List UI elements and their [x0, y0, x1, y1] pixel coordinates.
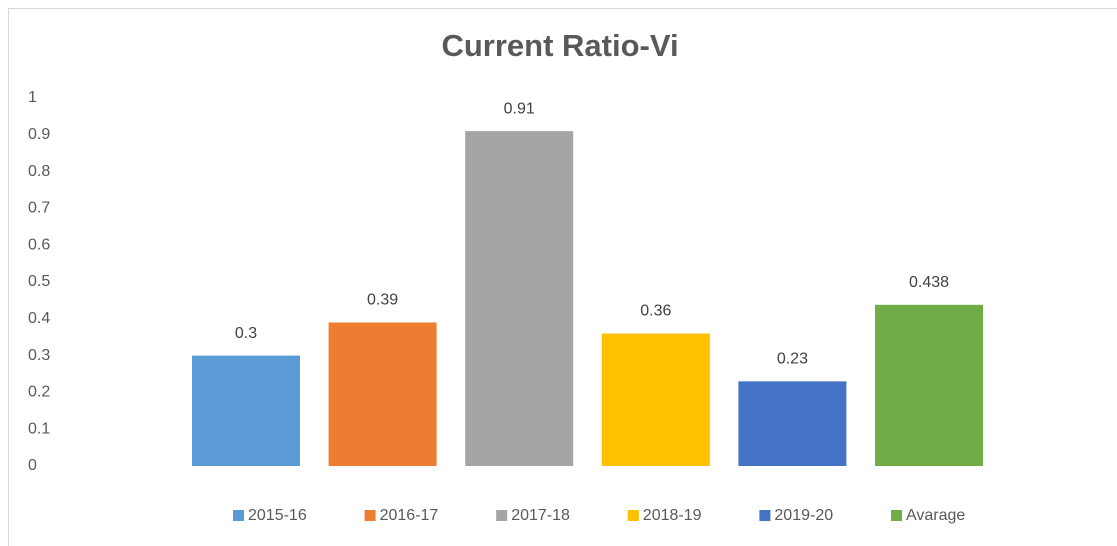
y-tick-label: 0.1: [28, 420, 50, 437]
bar: [192, 355, 300, 466]
y-tick-label: 0: [28, 457, 37, 474]
legend-label: Avarage: [906, 507, 965, 524]
legend-swatch: [496, 510, 508, 521]
legend-swatch: [233, 510, 244, 521]
data-label: 0.36: [640, 303, 671, 320]
legend-label: 2016-17: [380, 507, 439, 524]
y-tick-label: 1: [28, 89, 37, 106]
legend-swatch: [759, 510, 771, 521]
legend-label: 2018-19: [643, 507, 702, 524]
legend-swatch: [627, 510, 639, 521]
data-label: 0.3: [235, 325, 257, 342]
bar: [738, 381, 847, 466]
bar: [328, 322, 437, 466]
legend-label: 2015-16: [248, 507, 307, 524]
y-tick-label: 0.6: [28, 236, 50, 253]
bar: [601, 333, 710, 466]
data-label: 0.23: [777, 351, 808, 368]
legend-swatch: [891, 510, 902, 521]
bar: [875, 304, 983, 466]
y-tick-label: 0.2: [28, 384, 50, 401]
data-label: 0.438: [909, 274, 949, 291]
y-tick-label: 0.9: [28, 126, 50, 143]
legend-swatch: [364, 510, 376, 521]
legend-label: 2019-20: [774, 507, 833, 524]
legend-label: 2017-18: [511, 507, 570, 524]
y-tick-label: 0.4: [28, 310, 50, 327]
y-tick-label: 0.8: [28, 163, 50, 180]
bar: [465, 131, 574, 466]
y-tick-label: 0.3: [28, 347, 50, 364]
y-tick-label: 0.5: [28, 273, 50, 290]
chart-title: Current Ratio-Vi: [441, 28, 678, 63]
data-label: 0.91: [504, 100, 535, 117]
data-label: 0.39: [367, 292, 398, 309]
y-tick-label: 0.7: [28, 200, 50, 217]
